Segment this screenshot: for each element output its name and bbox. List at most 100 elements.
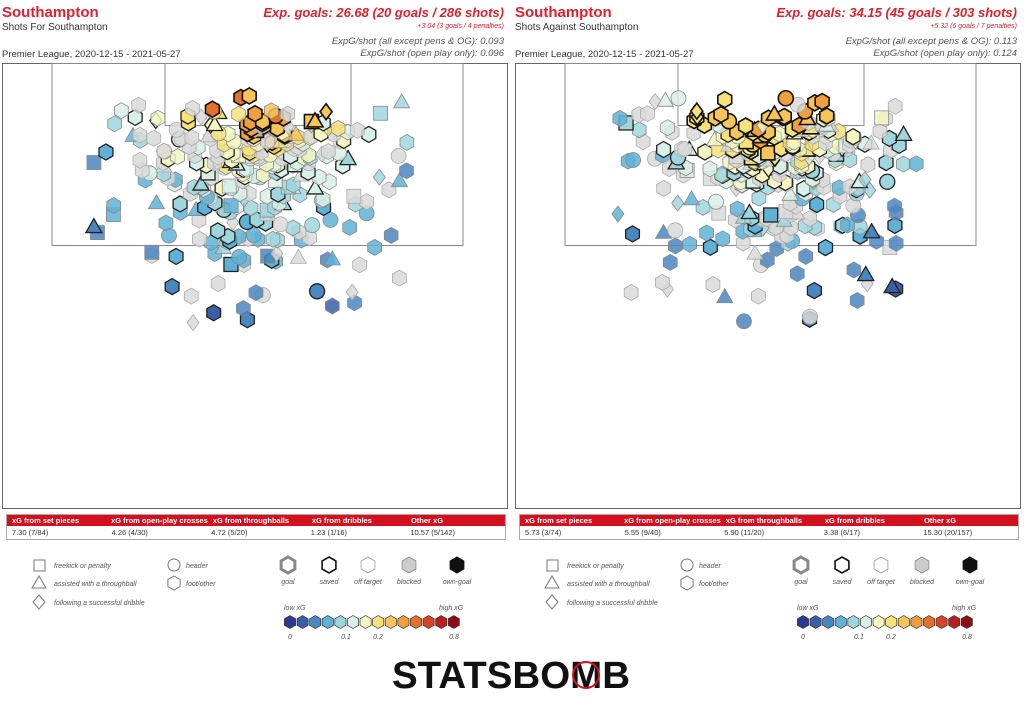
xg-scale-swatch	[309, 615, 322, 629]
shot-marker	[391, 269, 407, 287]
shot-marker	[708, 193, 724, 210]
legend-outcome-0: goal	[281, 579, 295, 586]
shot-marker	[611, 205, 625, 223]
legend-tick-3: 0.8	[962, 634, 972, 641]
legend-header: header	[699, 563, 721, 570]
shot-marker	[699, 224, 715, 242]
shot-marker	[789, 265, 805, 283]
shot-marker	[184, 129, 200, 147]
shot-marker	[231, 249, 248, 265]
header-crosses: xG from open-play crosses	[111, 516, 208, 525]
xg-per-shot-openplay: ExpG/shot (open play only): 0.124	[873, 48, 1017, 59]
xg-breakdown-header: xG from set pieces xG from open-play cro…	[7, 515, 505, 526]
shot-marker	[158, 214, 174, 232]
xg-summary: Exp. goals: 34.15 (45 goals / 303 shots)	[776, 5, 1017, 20]
legend-outcome-3: blocked	[910, 579, 935, 586]
shot-marker	[390, 171, 409, 188]
xg-scale-swatch	[822, 615, 835, 629]
xg-scale-swatch	[284, 615, 296, 629]
shot-marker	[660, 119, 675, 137]
xg-scale-swatch	[960, 615, 973, 629]
statsbomb-logo: STATSBOMB	[392, 655, 630, 696]
shot-marker	[894, 125, 913, 142]
dribble-diamond-icon	[32, 594, 46, 610]
xg-scale-swatch	[897, 615, 910, 629]
shot-marker	[349, 121, 365, 139]
xg-scale-swatch	[860, 615, 872, 629]
xg-breakdown-values: 5.73 (3/74) 5.55 (9/40) 5.90 (11/20) 3.3…	[520, 526, 1018, 539]
penalty-summary: +5.32 (6 goals / 7 penalties)	[930, 23, 1017, 30]
shot-marker	[114, 102, 129, 120]
xg-scale-swatch	[384, 615, 397, 629]
shot-marker	[289, 248, 308, 264]
xg-scale-swatch	[872, 615, 885, 629]
shot-marker	[802, 308, 818, 325]
shot-marker	[846, 261, 862, 279]
xg-scale-swatch	[885, 615, 898, 629]
value-set-pieces: 7.30 (7/84)	[12, 528, 49, 537]
xg-scale-swatch	[809, 615, 822, 629]
competition-dates: Premier League, 2020-12-15 - 2021-05-27	[2, 49, 181, 60]
xg-scale-swatch	[447, 615, 460, 629]
xg-scale-swatch	[321, 615, 334, 629]
header-dribbles: xG from dribbles	[824, 516, 885, 525]
xg-scale-swatch	[359, 615, 372, 629]
value-other: 15.30 (20/157)	[923, 528, 973, 537]
shot-marker	[896, 155, 911, 173]
shot-marker	[320, 143, 336, 160]
header-throughballs: xG from throughballs	[725, 516, 803, 525]
shot-marker	[210, 222, 226, 240]
shot-marker	[146, 129, 162, 147]
shot-marker	[206, 304, 222, 322]
shot-marker	[383, 226, 399, 244]
throughball-triangle-icon	[31, 575, 47, 589]
shot-goal	[737, 117, 754, 135]
competition-dates: Premier League, 2020-12-15 - 2021-05-27	[515, 49, 694, 60]
shot-marker	[702, 238, 718, 257]
logo-target-icon	[572, 661, 600, 689]
shot-marker	[323, 250, 342, 266]
shot-marker	[860, 156, 876, 174]
shot-marker	[862, 134, 880, 150]
shot-marker	[697, 143, 713, 161]
shot-goal	[305, 111, 325, 128]
shot-marker	[735, 234, 751, 252]
shot-marker	[280, 105, 296, 123]
xg-summary: Exp. goals: 26.68 (20 goals / 286 shots)	[263, 5, 504, 20]
legend-freekick: freekick or penalty	[567, 563, 624, 570]
xg-scale-swatch	[797, 615, 809, 629]
shot-marker	[191, 230, 207, 248]
panel-shots-against: Southampton Shots Against Southampton Ex…	[515, 0, 1021, 650]
shot-marker	[147, 193, 166, 210]
legend-outcome-1: saved	[833, 579, 853, 586]
shot-marker	[265, 230, 281, 248]
legend: freekick or penalty assisted with a throu…	[544, 555, 985, 641]
shot-marker	[662, 253, 678, 271]
xg-scale-swatch	[372, 615, 385, 629]
header-throughballs: xG from throughballs	[212, 516, 290, 525]
shot-marker	[656, 179, 672, 197]
shot-marker	[352, 256, 367, 274]
shot-marker	[315, 190, 331, 208]
shot-map	[515, 63, 1021, 509]
legend-foot: foot/other	[699, 581, 729, 588]
shot-marker	[667, 237, 683, 255]
header-crosses: xG from open-play crosses	[624, 516, 721, 525]
xg-scale-swatch	[834, 615, 847, 629]
shot-marker	[231, 105, 246, 123]
shots-layer	[611, 89, 924, 330]
shot-marker	[287, 125, 305, 141]
shot-marker	[888, 234, 904, 252]
shot-marker	[164, 277, 180, 296]
xg-scale-swatch	[948, 615, 961, 629]
shot-marker	[623, 284, 639, 301]
legend-header: header	[186, 563, 208, 570]
shot-marker	[308, 283, 326, 300]
shot-marker	[750, 287, 766, 305]
shot-marker	[667, 222, 684, 239]
blocked-hexagon-icon	[401, 556, 417, 574]
shot-marker	[235, 300, 251, 317]
legend-tick-2: 0.2	[373, 634, 383, 641]
xg-scale-swatch	[334, 615, 347, 629]
shot-marker	[671, 194, 685, 212]
